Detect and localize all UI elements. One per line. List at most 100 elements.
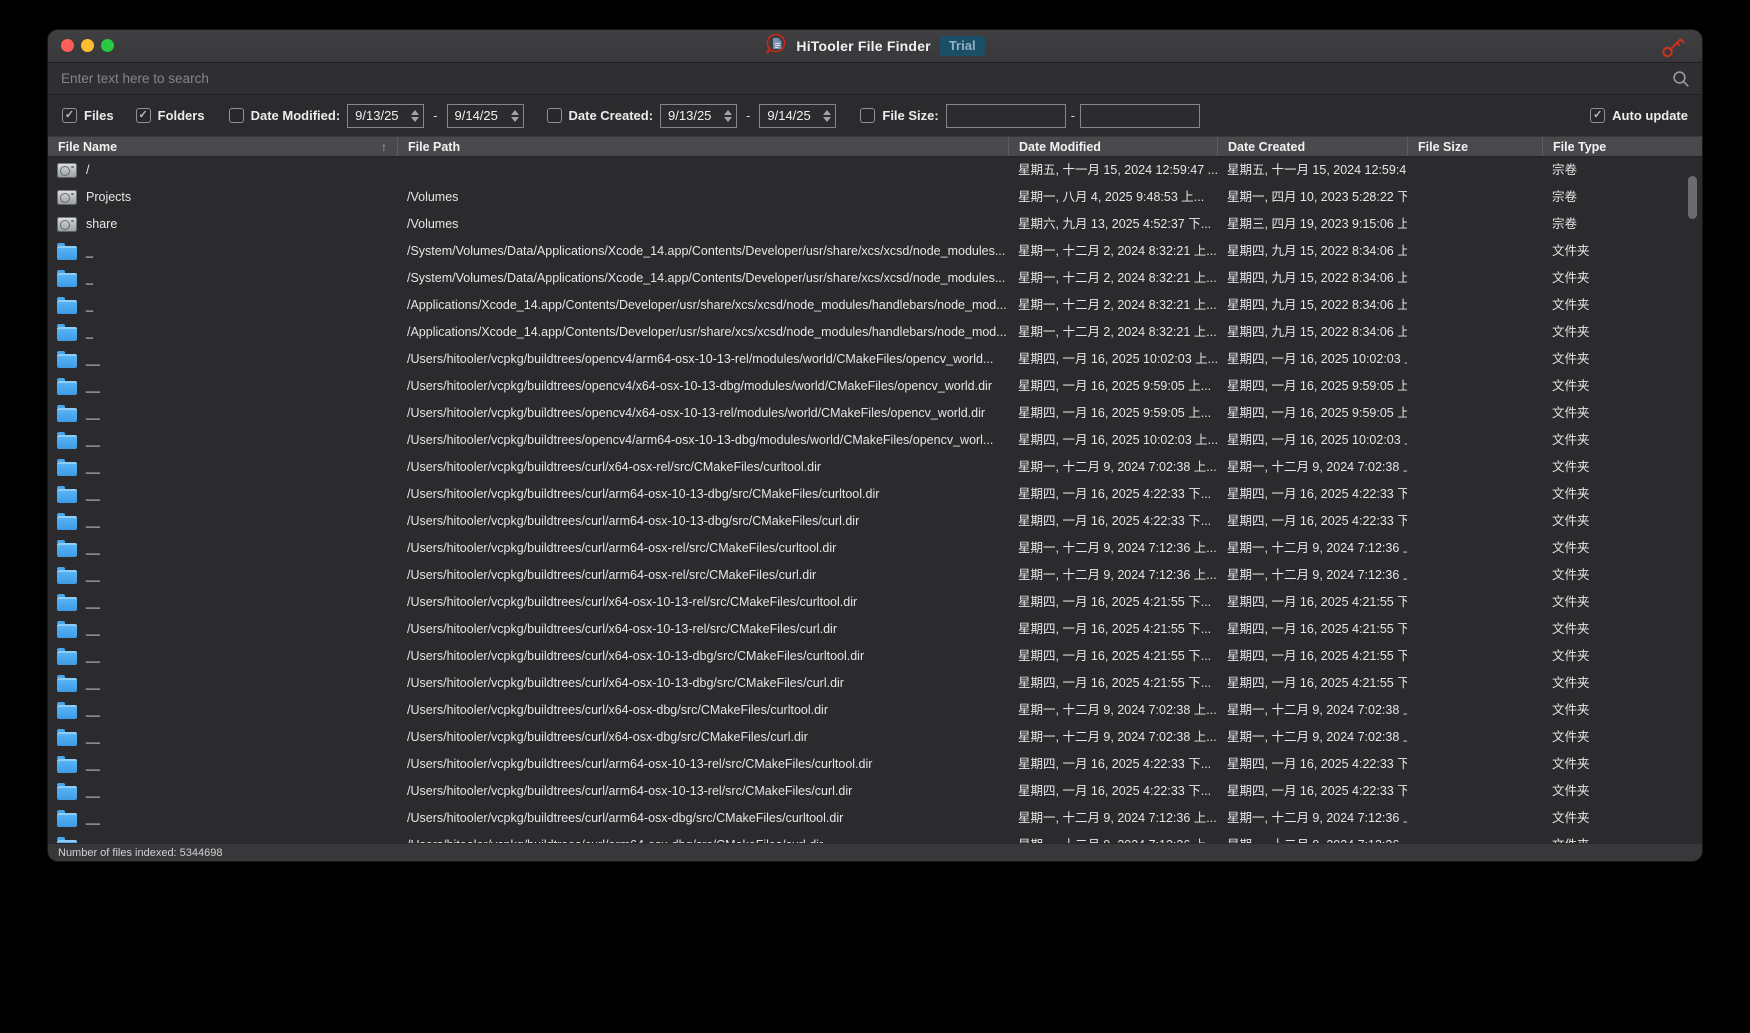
date-created-checkbox[interactable] bbox=[546, 108, 562, 123]
table-row[interactable]: _ /System/Volumes/Data/Applications/Xcod… bbox=[48, 265, 1702, 292]
folder-icon bbox=[57, 269, 77, 287]
file-path-cell: /Users/hitooler/vcpkg/buildtrees/opencv4… bbox=[407, 379, 992, 393]
file-name-cell: __ bbox=[48, 697, 397, 724]
file-name-cell: __ bbox=[48, 643, 397, 670]
column-header-file-name[interactable]: File Name ↑ bbox=[58, 139, 387, 154]
drive-icon bbox=[57, 190, 77, 205]
auto-update-checkbox[interactable] bbox=[1590, 108, 1606, 123]
file-path-cell: /Users/hitooler/vcpkg/buildtrees/curl/x6… bbox=[407, 649, 865, 663]
file-size-checkbox[interactable] bbox=[860, 108, 876, 123]
minimize-button[interactable] bbox=[81, 39, 94, 52]
date-modified-cell: 星期一, 十二月 9, 2024 7:12:36 上... bbox=[1008, 832, 1217, 843]
file-name-cell: __ bbox=[48, 832, 397, 843]
column-header-date-created[interactable]: Date Created bbox=[1217, 137, 1407, 156]
folder-icon bbox=[57, 512, 77, 530]
table-row[interactable]: __ /Users/hitooler/vcpkg/buildtrees/open… bbox=[48, 373, 1702, 400]
table-row[interactable]: __ /Users/hitooler/vcpkg/buildtrees/curl… bbox=[48, 562, 1702, 589]
folder-icon bbox=[57, 593, 77, 611]
file-name-text: _ bbox=[86, 244, 93, 258]
date-created-cell: 星期四, 一月 16, 2025 4:21:55 下... bbox=[1227, 676, 1407, 690]
table-row[interactable]: __ /Users/hitooler/vcpkg/buildtrees/curl… bbox=[48, 535, 1702, 562]
drive-icon bbox=[57, 217, 77, 232]
file-type-cell: 文件夹 bbox=[1552, 406, 1590, 420]
file-name-cell: __ bbox=[48, 427, 397, 454]
table-row[interactable]: __ /Users/hitooler/vcpkg/buildtrees/curl… bbox=[48, 643, 1702, 670]
file-type-cell: 宗卷 bbox=[1552, 163, 1578, 177]
window-title: HiTooler File Finder bbox=[796, 38, 931, 54]
stepper-arrows-icon[interactable] bbox=[409, 109, 421, 122]
file-type-cell: 文件夹 bbox=[1552, 622, 1590, 636]
file-type-cell: 文件夹 bbox=[1552, 595, 1590, 609]
table-row[interactable]: __ /Users/hitooler/vcpkg/buildtrees/curl… bbox=[48, 481, 1702, 508]
stepper-arrows-icon[interactable] bbox=[821, 109, 833, 122]
close-button[interactable] bbox=[61, 39, 74, 52]
file-name-cell: __ bbox=[48, 778, 397, 805]
table-row[interactable]: __ /Users/hitooler/vcpkg/buildtrees/curl… bbox=[48, 508, 1702, 535]
table-row[interactable]: __ /Users/hitooler/vcpkg/buildtrees/curl… bbox=[48, 670, 1702, 697]
file-name-cell: _ bbox=[48, 319, 397, 346]
table-row[interactable]: __ /Users/hitooler/vcpkg/buildtrees/curl… bbox=[48, 805, 1702, 832]
file-name-text: Projects bbox=[86, 190, 132, 204]
file-name-text: __ bbox=[86, 514, 100, 528]
file-type-cell: 文件夹 bbox=[1552, 568, 1590, 582]
table-row[interactable]: __ /Users/hitooler/vcpkg/buildtrees/curl… bbox=[48, 589, 1702, 616]
date-modified-cell: 星期五, 十一月 15, 2024 12:59:47 ... bbox=[1018, 163, 1217, 177]
table-row[interactable]: __ /Users/hitooler/vcpkg/buildtrees/open… bbox=[48, 400, 1702, 427]
date-created-cell: 星期四, 九月 15, 2022 8:34:06 上... bbox=[1227, 298, 1407, 312]
table-row[interactable]: share /Volumes 星期六, 九月 13, 2025 4:52:37 … bbox=[48, 211, 1702, 238]
date-modified-cell: 星期一, 十二月 2, 2024 8:32:21 上... bbox=[1018, 271, 1217, 285]
folder-icon bbox=[57, 782, 77, 800]
folders-checkbox[interactable] bbox=[135, 108, 151, 123]
date-modified-to-field[interactable]: 9/14/25 bbox=[446, 103, 524, 128]
table-row[interactable]: __ /Users/hitooler/vcpkg/buildtrees/curl… bbox=[48, 616, 1702, 643]
table-row[interactable]: __ /Users/hitooler/vcpkg/buildtrees/open… bbox=[48, 427, 1702, 454]
date-modified-checkbox[interactable] bbox=[228, 108, 244, 123]
file-type-cell: 文件夹 bbox=[1552, 352, 1590, 366]
stepper-arrows-icon[interactable] bbox=[722, 109, 734, 122]
zoom-button[interactable] bbox=[101, 39, 114, 52]
date-modified-cell: 星期四, 一月 16, 2025 4:21:55 下... bbox=[1018, 595, 1212, 609]
column-header-file-size[interactable]: File Size bbox=[1407, 137, 1542, 156]
table-row[interactable]: / 星期五, 十一月 15, 2024 12:59:47 ... 星期五, 十一… bbox=[48, 157, 1702, 184]
file-name-text: __ bbox=[86, 784, 100, 798]
license-key-icon[interactable] bbox=[1660, 36, 1686, 64]
column-header-file-path[interactable]: File Path bbox=[397, 137, 1008, 156]
date-created-to-field[interactable]: 9/14/25 bbox=[759, 103, 837, 128]
table-row[interactable]: _ /System/Volumes/Data/Applications/Xcod… bbox=[48, 238, 1702, 265]
search-input[interactable] bbox=[48, 63, 1702, 94]
table-row[interactable]: __ /Users/hitooler/vcpkg/buildtrees/open… bbox=[48, 346, 1702, 373]
folder-icon bbox=[57, 539, 77, 557]
date-modified-cell: 星期四, 一月 16, 2025 10:02:03 上... bbox=[1018, 433, 1217, 447]
table-row[interactable]: __ /Users/hitooler/vcpkg/buildtrees/curl… bbox=[48, 454, 1702, 481]
file-type-cell: 文件夹 bbox=[1542, 832, 1702, 843]
files-checkbox[interactable] bbox=[62, 108, 77, 123]
file-path-cell: /Users/hitooler/vcpkg/buildtrees/curl/x6… bbox=[407, 730, 808, 744]
file-type-cell: 文件夹 bbox=[1552, 244, 1590, 258]
table-row[interactable]: __ /Users/hitooler/vcpkg/buildtrees/curl… bbox=[48, 751, 1702, 778]
file-type-cell: 宗卷 bbox=[1552, 217, 1578, 231]
file-size-min-input[interactable] bbox=[945, 103, 1066, 128]
file-name-text: __ bbox=[86, 379, 100, 393]
column-header-date-modified[interactable]: Date Modified bbox=[1008, 137, 1217, 156]
table-row[interactable]: Projects /Volumes 星期一, 八月 4, 2025 9:48:5… bbox=[48, 184, 1702, 211]
table-row[interactable]: _ /Applications/Xcode_14.app/Contents/De… bbox=[48, 292, 1702, 319]
filter-bar: Files Folders Date Modified: 9/13/25 - 9… bbox=[48, 95, 1702, 136]
file-path-cell: /Users/hitooler/vcpkg/buildtrees/curl/ar… bbox=[407, 541, 837, 555]
column-header-file-type[interactable]: File Type bbox=[1542, 137, 1702, 156]
file-type-cell: 文件夹 bbox=[1552, 298, 1590, 312]
date-created-cell: 星期一, 十二月 9, 2024 7:12:36 上... bbox=[1227, 811, 1407, 825]
file-name-text: __ bbox=[86, 352, 100, 366]
table-row[interactable]: _ /Applications/Xcode_14.app/Contents/De… bbox=[48, 319, 1702, 346]
table-row[interactable]: __ /Users/hitooler/vcpkg/buildtrees/curl… bbox=[48, 697, 1702, 724]
stepper-arrows-icon[interactable] bbox=[509, 109, 521, 122]
table-row[interactable]: __ /Users/hitooler/vcpkg/buildtrees/curl… bbox=[48, 724, 1702, 751]
vertical-scrollbar-thumb[interactable] bbox=[1688, 176, 1697, 219]
date-created-cell: 星期四, 九月 15, 2022 8:34:06 上... bbox=[1227, 244, 1407, 258]
table-row[interactable]: __ /Users/hitooler/vcpkg/buildtrees/curl… bbox=[48, 778, 1702, 805]
table-row[interactable]: __ /Users/hitooler/vcpkg/buildtrees/curl… bbox=[48, 832, 1702, 843]
date-modified-from-field[interactable]: 9/13/25 bbox=[347, 103, 425, 128]
file-name-cell: __ bbox=[48, 454, 397, 481]
date-created-from-field[interactable]: 9/13/25 bbox=[660, 103, 738, 128]
date-modified-cell: 星期一, 十二月 2, 2024 8:32:21 上... bbox=[1018, 244, 1217, 258]
file-size-max-input[interactable] bbox=[1080, 103, 1201, 128]
